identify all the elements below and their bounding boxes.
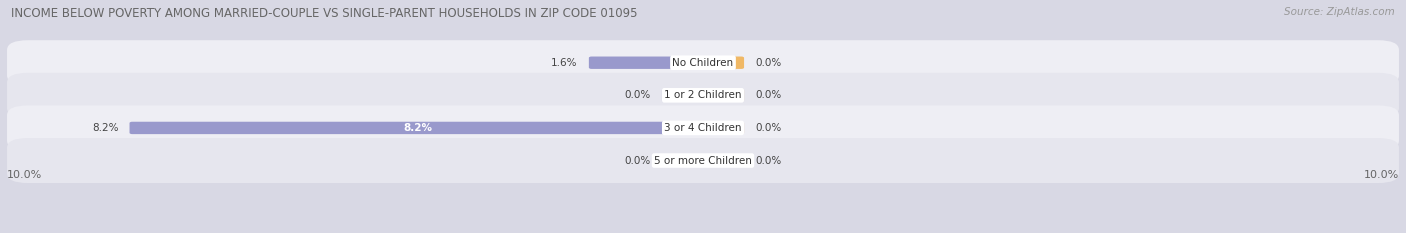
Text: INCOME BELOW POVERTY AMONG MARRIED-COUPLE VS SINGLE-PARENT HOUSEHOLDS IN ZIP COD: INCOME BELOW POVERTY AMONG MARRIED-COUPL…	[11, 7, 638, 20]
Text: 10.0%: 10.0%	[1364, 170, 1399, 180]
Text: 1 or 2 Children: 1 or 2 Children	[664, 90, 742, 100]
FancyBboxPatch shape	[589, 57, 706, 69]
FancyBboxPatch shape	[700, 89, 744, 102]
FancyBboxPatch shape	[7, 138, 1399, 183]
FancyBboxPatch shape	[7, 73, 1399, 118]
Text: 5 or more Children: 5 or more Children	[654, 156, 752, 165]
Text: 0.0%: 0.0%	[755, 58, 782, 68]
FancyBboxPatch shape	[7, 106, 1399, 151]
FancyBboxPatch shape	[662, 89, 706, 102]
Text: Source: ZipAtlas.com: Source: ZipAtlas.com	[1284, 7, 1395, 17]
Text: No Children: No Children	[672, 58, 734, 68]
Text: 8.2%: 8.2%	[91, 123, 118, 133]
Text: 8.2%: 8.2%	[404, 123, 432, 133]
Text: 0.0%: 0.0%	[624, 156, 651, 165]
FancyBboxPatch shape	[7, 40, 1399, 85]
FancyBboxPatch shape	[700, 57, 744, 69]
Text: 10.0%: 10.0%	[7, 170, 42, 180]
Text: 0.0%: 0.0%	[755, 123, 782, 133]
FancyBboxPatch shape	[129, 122, 706, 134]
Text: 3 or 4 Children: 3 or 4 Children	[664, 123, 742, 133]
Text: 0.0%: 0.0%	[755, 156, 782, 165]
FancyBboxPatch shape	[662, 154, 706, 167]
FancyBboxPatch shape	[700, 154, 744, 167]
Text: 1.6%: 1.6%	[551, 58, 578, 68]
Text: 0.0%: 0.0%	[755, 90, 782, 100]
FancyBboxPatch shape	[700, 122, 744, 134]
Text: 0.0%: 0.0%	[624, 90, 651, 100]
